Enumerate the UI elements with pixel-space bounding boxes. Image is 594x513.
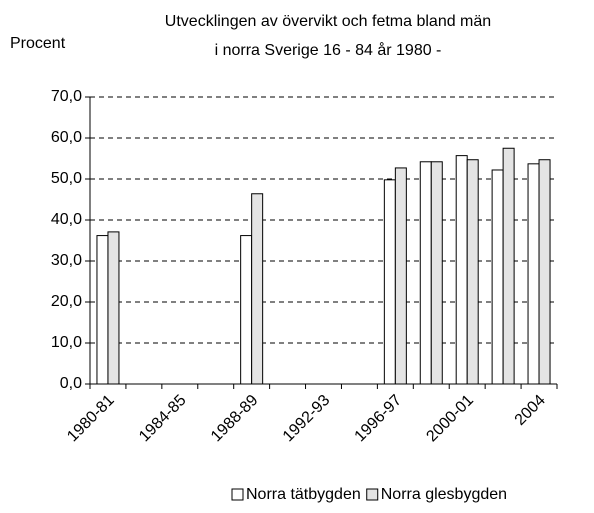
- y-tick-label: 0,0: [60, 375, 82, 392]
- bar: [96, 235, 109, 385]
- x-tick-label: 1996-97: [352, 392, 406, 446]
- bar: [455, 155, 468, 385]
- y-tick-label: 40,0: [51, 211, 82, 228]
- x-tick-label: 1984-85: [136, 392, 190, 446]
- y-tick-label: 60,0: [51, 129, 82, 146]
- legend-swatch: [231, 488, 244, 501]
- bar: [538, 159, 551, 385]
- y-tick-label: 50,0: [51, 170, 82, 187]
- y-tick-label: 30,0: [51, 252, 82, 269]
- bar: [502, 147, 515, 385]
- bar: [491, 169, 504, 385]
- bar: [419, 161, 432, 385]
- bar: [251, 193, 264, 385]
- bar: [527, 163, 540, 385]
- bar: [240, 235, 253, 385]
- chart-title: Utvecklingen av övervikt och fetma bland…: [165, 13, 491, 30]
- y-tick-label: 20,0: [51, 293, 82, 310]
- y-tick-label: 70,0: [51, 88, 82, 105]
- bar: [430, 161, 443, 385]
- bar: [466, 159, 479, 385]
- x-tick-label: 1992-93: [280, 392, 334, 446]
- legend-label: Norra tätbygden: [246, 486, 361, 503]
- x-tick-label: 1980-81: [64, 392, 118, 446]
- bar: [394, 167, 407, 385]
- chart-title: i norra Sverige 16 - 84 år 1980 -: [215, 41, 442, 59]
- y-axis-label: Procent: [10, 35, 66, 52]
- legend-swatch: [366, 488, 379, 501]
- x-tick-label: 1988-89: [208, 392, 262, 446]
- legend-label: Norra glesbygden: [381, 486, 507, 503]
- y-tick-label: 10,0: [51, 334, 82, 351]
- bar: [107, 231, 120, 385]
- x-tick-label: 2000-01: [423, 392, 477, 446]
- bar: [383, 179, 396, 385]
- x-tick-label: 2004: [512, 392, 549, 429]
